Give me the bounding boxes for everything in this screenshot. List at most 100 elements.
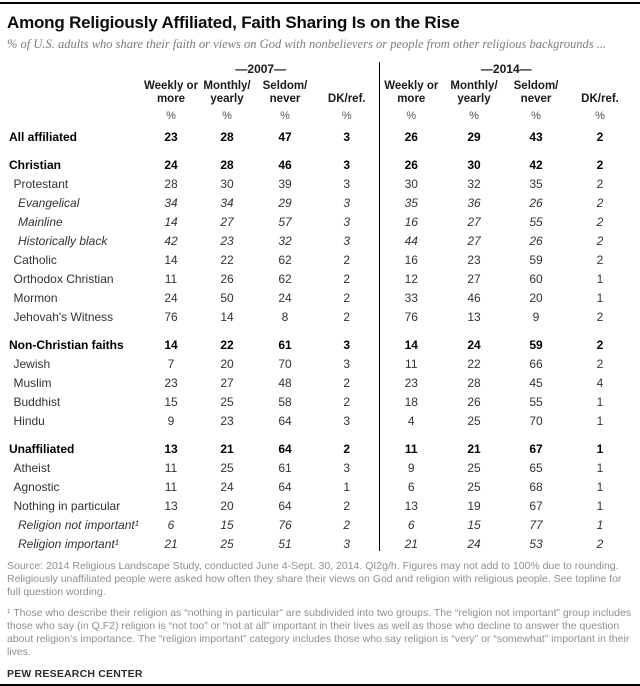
value-cell: 76: [164, 310, 178, 324]
value-cell: 24: [467, 537, 481, 551]
value-cell: 3: [343, 357, 351, 371]
value-cell: 25: [220, 461, 234, 475]
table-row: Jehovah's Witness 76 14 8 2 76 13 9 2: [7, 305, 633, 324]
value-cell: 12: [378, 267, 444, 286]
unit-symbol: %: [469, 110, 479, 122]
value-cell: 2: [343, 253, 351, 267]
table-row: Evangelical 34 34 29 3 35 36 26 2: [7, 191, 633, 210]
value-cell: 2: [343, 499, 351, 513]
row-label: Orthodox Christian: [13, 272, 114, 286]
table-row: Orthodox Christian 11 26 62 2 12 27 60 1: [7, 267, 633, 286]
year-group-row: —2007— —2014—: [7, 62, 634, 77]
value-cell: 30: [220, 177, 234, 191]
value-cell: 76: [278, 518, 292, 532]
value-cell: 57: [278, 215, 292, 229]
value-cell: 3: [343, 215, 351, 229]
footnote: ¹ Those who describe their religion as “…: [7, 606, 632, 659]
value-cell: 25: [220, 537, 234, 551]
value-cell: 39: [278, 177, 292, 191]
value-cell: 9: [378, 456, 444, 475]
section-gap: [7, 144, 634, 153]
value-cell: 15: [220, 518, 234, 532]
year-group-2007: —2007—: [235, 62, 287, 76]
section-gap: [7, 324, 634, 333]
value-cell: 28: [467, 376, 481, 390]
table-row: Atheist 11 25 61 3 9 25 65 1: [7, 456, 633, 475]
value-cell: 11: [378, 437, 444, 456]
value-cell: 11: [164, 480, 178, 494]
value-cell: 3: [343, 158, 351, 172]
gap-cell: [7, 428, 379, 437]
value-cell: 8: [281, 310, 289, 324]
value-cell: 2: [343, 272, 351, 286]
value-cell: 1: [343, 480, 351, 494]
unit-symbol: %: [341, 110, 352, 122]
value-cell: 1: [596, 461, 604, 475]
value-cell: 28: [164, 177, 178, 191]
unit-symbol: %: [378, 107, 444, 125]
value-cell: 1: [596, 291, 604, 305]
value-cell: 33: [378, 286, 444, 305]
value-cell: 2: [596, 158, 604, 172]
col-2007-weekly: Weekly or more: [143, 79, 199, 105]
value-cell: 25: [220, 395, 234, 409]
value-cell: 61: [278, 338, 292, 352]
row-label: Christian: [9, 158, 62, 172]
value-cell: 3: [343, 461, 351, 475]
value-cell: 67: [529, 499, 543, 513]
value-cell: 2: [343, 518, 351, 532]
gap-cell: [7, 324, 379, 333]
row-label: Jehovah's Witness: [13, 310, 114, 324]
value-cell: 1: [596, 414, 604, 428]
value-cell: 26: [220, 272, 234, 286]
value-cell: 70: [529, 414, 543, 428]
value-cell: 62: [278, 272, 292, 286]
col-2014-seldom: Seldom/ never: [513, 79, 559, 105]
value-cell: 7: [167, 357, 175, 371]
value-cell: 16: [378, 248, 444, 267]
row-label: Muslim: [13, 376, 52, 390]
bottom-divider: [0, 683, 640, 686]
value-cell: 24: [164, 158, 178, 172]
value-cell: 2: [343, 310, 351, 324]
table-row: Buddhist 15 25 58 2 18 26 55 1: [7, 390, 633, 409]
value-cell: 26: [378, 125, 444, 144]
value-cell: 11: [164, 461, 178, 475]
value-cell: 64: [278, 442, 292, 456]
notes-block: Source: 2014 Religious Landscape Study, …: [7, 560, 633, 660]
value-cell: 30: [378, 172, 444, 191]
value-cell: 26: [529, 196, 543, 210]
value-cell: 77: [529, 518, 543, 532]
section-gap: [7, 428, 634, 437]
unit-symbol: %: [531, 110, 541, 122]
table-row: Religion not important¹ 6 15 76 2 6 15 77 1: [7, 513, 633, 532]
top-divider: [0, 2, 640, 4]
gap-cell: [378, 144, 634, 153]
row-label: Buddhist: [13, 395, 61, 409]
table-row: Agnostic 11 24 64 1 6 25 68 1: [7, 475, 633, 494]
table-row: Non-Christian faiths 14 22 61 3 14 24 59 2: [7, 333, 633, 352]
value-cell: 43: [529, 130, 543, 144]
table-body: All affiliated 23 28 47 3 26 29 43 2 Christian 24 2…: [7, 125, 634, 551]
col-2007-seldom: Seldom/ never: [262, 79, 308, 105]
value-cell: 55: [529, 215, 543, 229]
value-cell: 14: [378, 333, 444, 352]
value-cell: 4: [596, 376, 604, 390]
value-cell: 21: [220, 442, 234, 456]
value-cell: 32: [467, 177, 481, 191]
value-cell: 2: [596, 234, 604, 248]
row-label: Nothing in particular: [13, 499, 121, 513]
value-cell: 2: [596, 338, 604, 352]
value-cell: 9: [167, 414, 175, 428]
value-cell: 19: [467, 499, 481, 513]
value-cell: 23: [378, 371, 444, 390]
value-cell: 16: [378, 210, 444, 229]
value-cell: 22: [220, 338, 234, 352]
value-cell: 3: [343, 234, 351, 248]
value-cell: 26: [378, 153, 444, 172]
value-cell: 24: [220, 480, 234, 494]
row-label: Mainline: [18, 215, 63, 229]
value-cell: 20: [529, 291, 543, 305]
value-cell: 60: [529, 272, 543, 286]
value-cell: 21: [378, 532, 444, 551]
